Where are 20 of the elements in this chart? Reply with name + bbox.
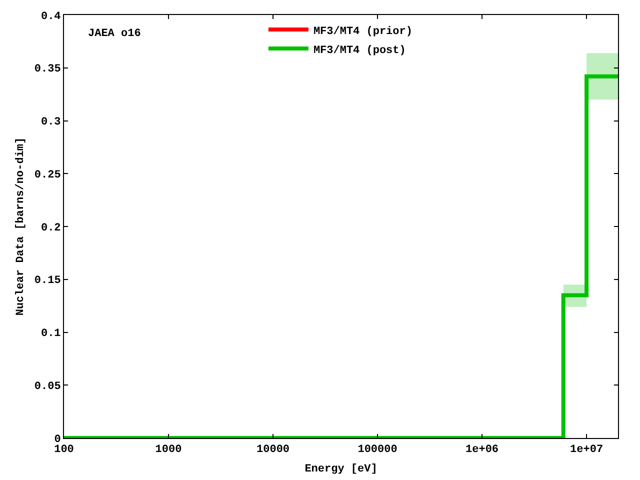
- legend-label: MF3/MT4 (post): [313, 44, 406, 57]
- legend-label: MF3/MT4 (prior): [313, 26, 412, 38]
- y-axis-title: Nuclear Data [barns/no-dim]: [15, 137, 28, 316]
- y-tick-label: 0.15: [34, 275, 62, 288]
- x-tick-label: 100: [54, 444, 74, 456]
- y-tick-label: 0.3: [40, 116, 62, 129]
- x-tick-label: 10000: [256, 444, 290, 456]
- y-tick-label: 0.1: [40, 328, 62, 340]
- x-tick-label: 1e+07: [570, 444, 604, 456]
- x-tick-label: 100000: [358, 444, 398, 456]
- x-tick-label: 1e+06: [466, 444, 499, 456]
- y-tick-label: 0.05: [34, 380, 62, 393]
- y-tick-label: 0.35: [34, 64, 62, 76]
- annotation: JAEA o16: [88, 28, 141, 40]
- x-axis-title: Energy [eV]: [304, 463, 378, 476]
- y-tick-label: 0.4: [40, 10, 62, 23]
- y-tick-label: 0: [54, 434, 61, 446]
- y-tick-label: 0.2: [40, 222, 61, 234]
- x-tick-label: 1000: [155, 444, 182, 456]
- y-tick-label: 0.25: [34, 169, 62, 182]
